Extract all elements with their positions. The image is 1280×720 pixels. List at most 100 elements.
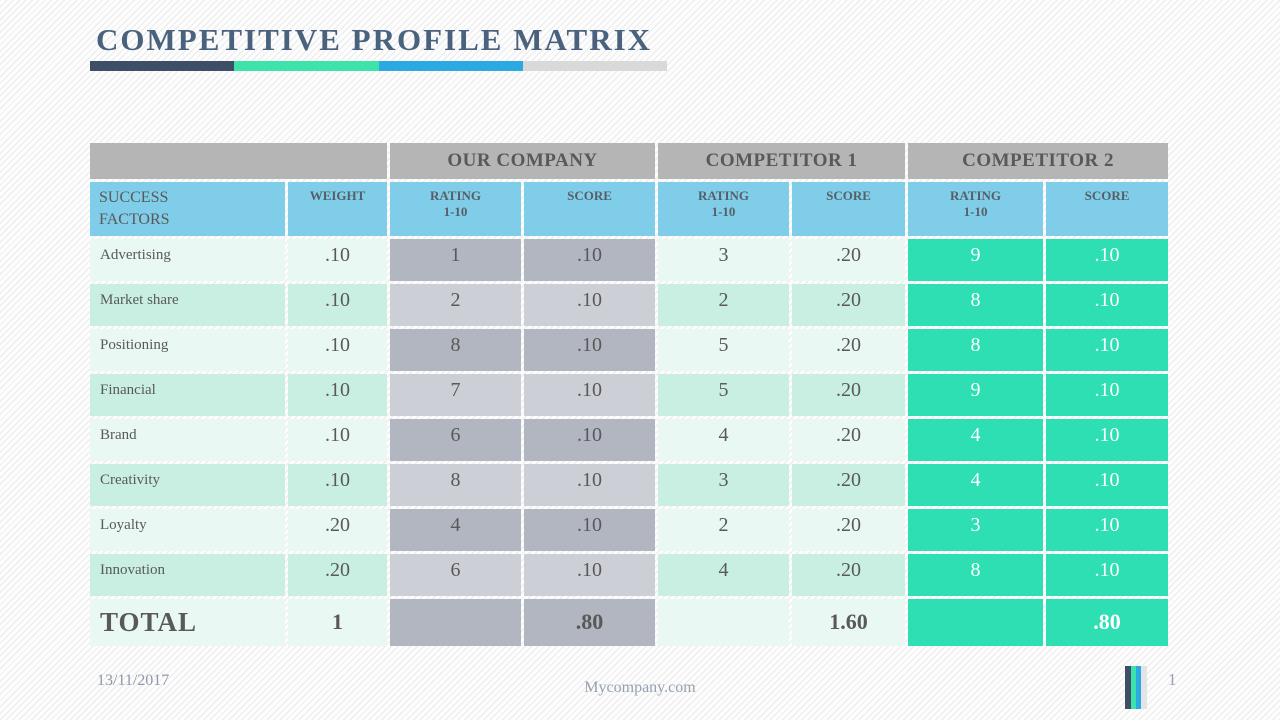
c2-score-cell: .10 <box>1046 419 1169 461</box>
table-row-brand: Brand .10 6 .10 4 .20 4 .10 <box>90 419 1169 461</box>
group-header-row: OUR COMPANY COMPETITOR 1 COMPETITOR 2 <box>90 143 1169 179</box>
footer-website: Mycompany.com <box>584 679 696 696</box>
c2-rating-cell: 8 <box>908 329 1044 371</box>
c2-rating-cell: 8 <box>908 284 1044 326</box>
our-score-cell: .10 <box>524 329 656 371</box>
our-rating-cell: 8 <box>390 464 521 506</box>
our-rating-cell: 6 <box>390 554 521 596</box>
our-score-cell: .10 <box>524 374 656 416</box>
c2-rating-cell: 4 <box>908 419 1044 461</box>
column-header-score-c2: SCORE <box>1046 182 1169 236</box>
c1-rating-cell: 3 <box>658 464 790 506</box>
factor-cell: Financial <box>90 374 285 416</box>
accent-segment-gray <box>522 61 667 71</box>
rating-range-line: 1-10 <box>711 204 736 220</box>
our-score-cell: .10 <box>524 284 656 326</box>
total-weight-cell: 1 <box>288 599 387 646</box>
column-header-rating-our: RATING 1-10 <box>390 182 521 236</box>
rating-range-line: 1-10 <box>963 204 988 220</box>
our-rating-cell: 4 <box>390 509 521 551</box>
table-row-advertising: Advertising .10 1 .10 3 .20 9 .10 <box>90 239 1169 281</box>
c2-score-cell: .10 <box>1046 374 1169 416</box>
c2-score-cell: .10 <box>1046 329 1169 371</box>
column-header-weight: WEIGHT <box>288 182 387 236</box>
our-score-cell: .10 <box>524 239 656 281</box>
c2-score-cell: .10 <box>1046 284 1169 326</box>
our-score-cell: .10 <box>524 554 656 596</box>
total-c2-score-cell: .80 <box>1046 599 1169 646</box>
competitive-matrix-table: OUR COMPANY COMPETITOR 1 COMPETITOR 2 SU… <box>87 140 1171 649</box>
weight-cell: .10 <box>288 329 387 371</box>
page-number: 1 <box>1168 670 1177 689</box>
total-label-cell: TOTAL <box>90 599 285 646</box>
factor-cell: Advertising <box>90 239 285 281</box>
column-header-rating-c2: RATING 1-10 <box>908 182 1044 236</box>
table-row-creativity: Creativity .10 8 .10 3 .20 4 .10 <box>90 464 1169 506</box>
column-header-score-c1: SCORE <box>792 182 906 236</box>
factor-cell: Creativity <box>90 464 285 506</box>
factor-cell: Brand <box>90 419 285 461</box>
logo-stripe-gray <box>1141 666 1147 709</box>
c1-score-cell: .20 <box>792 509 906 551</box>
c2-score-cell: .10 <box>1046 554 1169 596</box>
our-rating-cell: 1 <box>390 239 521 281</box>
our-score-cell: .10 <box>524 464 656 506</box>
c1-rating-cell: 5 <box>658 329 790 371</box>
rating-range-line: 1-10 <box>443 204 468 220</box>
our-rating-cell: 8 <box>390 329 521 371</box>
title-accent-bar <box>90 61 667 71</box>
total-c1-rating-empty-cell <box>658 599 790 646</box>
logo-stripe-navy <box>1125 666 1131 709</box>
c2-score-cell: .10 <box>1046 239 1169 281</box>
weight-cell: .10 <box>288 239 387 281</box>
weight-cell: .20 <box>288 554 387 596</box>
table-row-positioning: Positioning .10 8 .10 5 .20 8 .10 <box>90 329 1169 371</box>
logo-stripe-green <box>1131 666 1136 709</box>
table-row-financial: Financial .10 7 .10 5 .20 9 .10 <box>90 374 1169 416</box>
accent-segment-green <box>234 61 379 71</box>
our-score-cell: .10 <box>524 419 656 461</box>
our-rating-cell: 7 <box>390 374 521 416</box>
weight-cell: .10 <box>288 284 387 326</box>
factor-cell: Innovation <box>90 554 285 596</box>
factor-cell: Market share <box>90 284 285 326</box>
c1-score-cell: .20 <box>792 464 906 506</box>
column-header-rating-c1: RATING 1-10 <box>658 182 790 236</box>
weight-cell: .10 <box>288 419 387 461</box>
table-row-loyalty: Loyalty .20 4 .10 2 .20 3 .10 <box>90 509 1169 551</box>
table-row-market-share: Market share .10 2 .10 2 .20 8 .10 <box>90 284 1169 326</box>
c1-score-cell: .20 <box>792 329 906 371</box>
weight-cell: .10 <box>288 464 387 506</box>
c2-rating-cell: 3 <box>908 509 1044 551</box>
our-rating-cell: 6 <box>390 419 521 461</box>
accent-segment-blue <box>378 61 523 71</box>
column-header-row: SUCCESS FACTORS WEIGHT RATING 1-10 SCORE… <box>90 182 1169 236</box>
c2-rating-cell: 9 <box>908 374 1044 416</box>
group-header-empty-cell <box>90 143 387 179</box>
group-header-competitor-2: COMPETITOR 2 <box>908 143 1169 179</box>
group-header-our-company: OUR COMPANY <box>390 143 656 179</box>
factor-cell: Positioning <box>90 329 285 371</box>
table-row-innovation: Innovation .20 6 .10 4 .20 8 .10 <box>90 554 1169 596</box>
c2-score-cell: .10 <box>1046 509 1169 551</box>
rating-label-line: RATING <box>429 188 482 203</box>
footer-date: 13/11/2017 <box>97 672 170 689</box>
accent-segment-navy <box>90 61 235 71</box>
c2-rating-cell: 9 <box>908 239 1044 281</box>
c1-score-cell: .20 <box>792 419 906 461</box>
c1-rating-cell: 4 <box>658 554 790 596</box>
c1-rating-cell: 5 <box>658 374 790 416</box>
logo-stripe-blue <box>1136 666 1141 709</box>
factor-cell: Loyalty <box>90 509 285 551</box>
c1-rating-cell: 3 <box>658 239 790 281</box>
c2-rating-cell: 8 <box>908 554 1044 596</box>
table-row-total: TOTAL 1 .80 1.60 .80 <box>90 599 1169 646</box>
c2-score-cell: .10 <box>1046 464 1169 506</box>
stripes-logo-icon <box>1125 666 1147 709</box>
c1-rating-cell: 2 <box>658 284 790 326</box>
c1-rating-cell: 4 <box>658 419 790 461</box>
c1-score-cell: .20 <box>792 554 906 596</box>
our-score-cell: .10 <box>524 509 656 551</box>
rating-label-line: RATING <box>697 188 750 203</box>
